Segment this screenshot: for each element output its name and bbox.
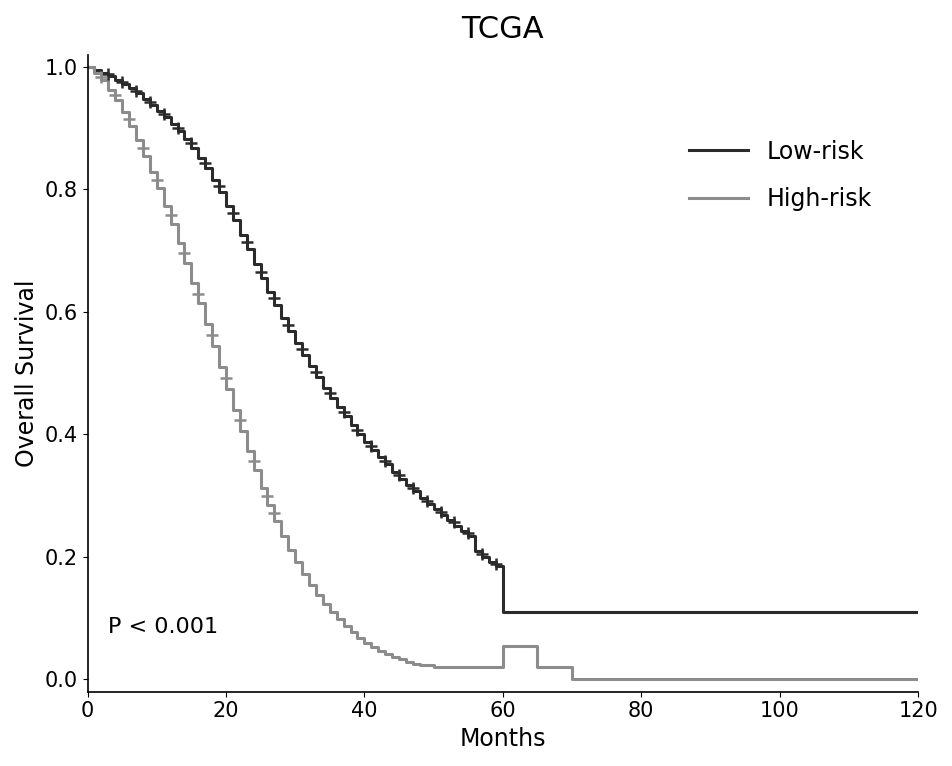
Text: P < 0.001: P < 0.001 [109,617,218,637]
Y-axis label: Overall Survival: Overall Survival [15,280,39,467]
X-axis label: Months: Months [459,727,545,751]
Title: TCGA: TCGA [461,15,544,44]
Legend: Low-risk, High-risk: Low-risk, High-risk [679,130,881,221]
